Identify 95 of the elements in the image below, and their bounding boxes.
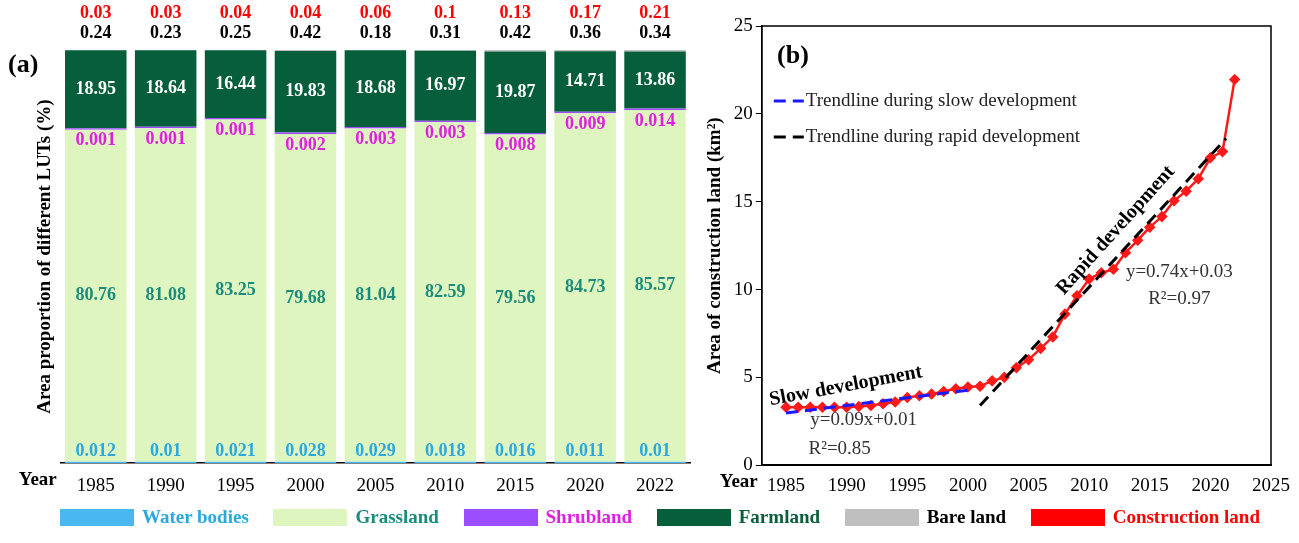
data-label: 13.86: [634, 68, 676, 89]
x-axis-title: Year: [18, 468, 58, 490]
data-label: 0.008: [494, 134, 536, 155]
y-tick-label: 15: [733, 189, 753, 211]
legend-label: Farmland: [738, 506, 821, 528]
data-label: 0.36: [569, 21, 601, 42]
x-tick-label: 2010: [1070, 473, 1109, 495]
data-label: 0.002: [285, 133, 326, 154]
data-label: 0.014: [634, 109, 676, 130]
x-tick-label: 1990: [146, 473, 185, 495]
data-label: 0.003: [355, 128, 396, 149]
legend-label: Water bodies: [142, 506, 249, 528]
x-tick-label: 2020: [1191, 473, 1230, 495]
data-label: 0.18: [359, 21, 392, 42]
data-label: 0.018: [425, 440, 466, 461]
data-label: 0.23: [149, 21, 182, 42]
data-label: 0.04: [289, 1, 322, 22]
data-label: 16.97: [425, 74, 466, 95]
data-label: 81.04: [355, 283, 396, 304]
data-label: 0.34: [639, 21, 671, 42]
y-tick-label: 10: [733, 277, 753, 299]
data-label: 0.016: [494, 440, 536, 461]
data-label: 80.76: [75, 284, 117, 305]
data-label: 0.13: [499, 1, 531, 22]
data-label: 82.59: [425, 280, 466, 301]
y-tick-label: 5: [743, 365, 753, 387]
data-label: 0.009: [564, 112, 606, 133]
x-tick-label: 2025: [1252, 473, 1290, 495]
data-label: 0.001: [75, 129, 117, 150]
annotation: (b): [777, 40, 809, 70]
legend-label: Shrubland: [545, 506, 633, 528]
data-label: 0.03: [80, 1, 112, 22]
data-label: 0.21: [639, 1, 671, 22]
x-tick-label: 2022: [636, 473, 675, 495]
data-label: 18.95: [75, 77, 117, 98]
data-label: 19.87: [494, 80, 536, 101]
x-tick-label: 1995: [888, 473, 927, 495]
legend-label: Bare land: [926, 506, 1007, 528]
x-tick-label: 2010: [426, 473, 465, 495]
data-label: 18.64: [145, 77, 186, 98]
data-label: 0.42: [289, 21, 322, 42]
x-tick-label: 2005: [1009, 473, 1048, 495]
data-label: 0.17: [569, 1, 601, 22]
data-label: 0.01: [639, 440, 671, 461]
data-label: 18.68: [355, 77, 396, 98]
legend-label: Construction land: [1112, 506, 1260, 528]
data-label: 19.83: [285, 80, 326, 101]
data-label: 0.001: [215, 119, 256, 140]
y-axis-title: Area proportion of different LUTs (%): [33, 99, 56, 414]
data-label: 79.56: [494, 286, 536, 307]
data-label: 16.44: [215, 72, 256, 93]
y-tick-label: 25: [733, 13, 753, 35]
annotation: R²=0.85: [808, 436, 871, 458]
x-tick-label: 1985: [767, 473, 806, 495]
data-label: 0.021: [215, 440, 256, 461]
x-tick-label: 2015: [496, 473, 535, 495]
data-label: 0.003: [425, 121, 466, 142]
x-tick-label: 2015: [1130, 473, 1169, 495]
data-label: 0.012: [75, 440, 117, 461]
data-label: 79.68: [285, 286, 326, 307]
y-tick-label: 20: [733, 101, 753, 123]
data-label: 0.24: [80, 21, 112, 42]
data-label: 0.01: [149, 440, 182, 461]
legend-label: Trendline during slow development: [805, 88, 1078, 110]
data-label: 83.25: [215, 279, 256, 300]
x-tick-label: 1995: [216, 473, 255, 495]
y-axis-title: Area of construction land (km²): [703, 117, 726, 374]
x-tick-label: 2000: [286, 473, 325, 495]
data-label: 0.25: [219, 21, 252, 42]
data-label: 0.06: [359, 1, 392, 22]
annotation: y=0.09x+0.01: [810, 408, 918, 430]
data-label: 0.011: [565, 440, 605, 461]
x-tick-label: 1990: [827, 473, 866, 495]
x-tick-label: 2020: [566, 473, 605, 495]
data-label: 81.08: [145, 283, 186, 304]
data-label: 84.73: [564, 276, 606, 297]
annotation: R²=0.97: [1148, 287, 1211, 309]
data-label: 85.57: [634, 274, 676, 295]
data-label: 0.31: [429, 21, 462, 42]
annotation: Slow development: [767, 359, 925, 411]
data-label: 0.029: [355, 440, 396, 461]
x-tick-label: 2000: [948, 473, 987, 495]
legend-label: Grassland: [355, 506, 439, 528]
text: (a): [8, 48, 39, 78]
x-tick-label: 1985: [76, 473, 115, 495]
data-label: 0.028: [285, 440, 326, 461]
x-tick-label: 2005: [356, 473, 395, 495]
data-label: 0.1: [434, 1, 457, 22]
legend-label: Trendline during rapid development: [805, 124, 1081, 146]
data-label: 14.71: [564, 70, 606, 91]
data-label: 0.03: [149, 1, 182, 22]
annotation: y=0.74x+0.03: [1125, 259, 1233, 281]
data-label: 0.42: [499, 21, 531, 42]
data-label: 0.04: [219, 1, 252, 22]
data-label: 0.001: [145, 128, 186, 148]
